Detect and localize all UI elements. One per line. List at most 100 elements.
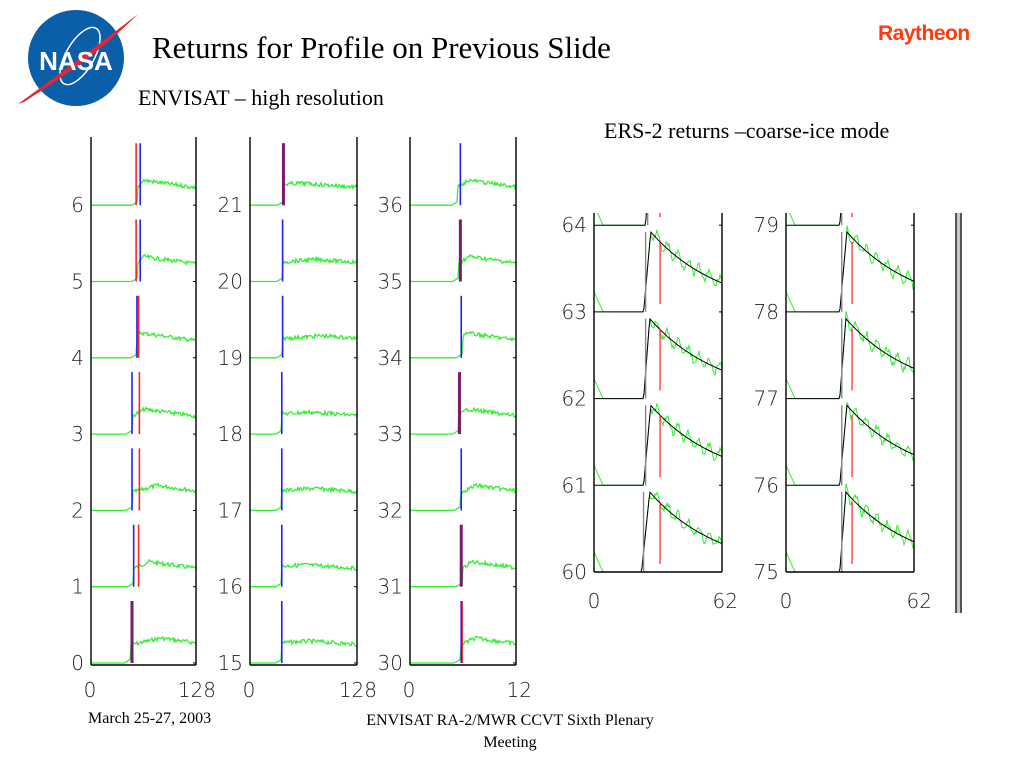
waveform-line bbox=[410, 559, 516, 588]
y-tick-label: 19 bbox=[218, 346, 243, 370]
footer-date: March 25-27, 2003 bbox=[88, 710, 212, 727]
y-tick-label: 4 bbox=[71, 346, 84, 370]
footer-meeting: ENVISAT RA-2/MWR CCVT Sixth Plenary Meet… bbox=[366, 712, 654, 751]
y-tick-label: 76 bbox=[754, 473, 779, 497]
x-tick-label: 0 bbox=[243, 678, 256, 700]
waveform-line bbox=[594, 403, 722, 486]
waveform-line bbox=[786, 401, 914, 486]
chart-panel-4: 60 61 62 63 64 0 62 bbox=[562, 213, 738, 613]
y-tick-label: 64 bbox=[562, 213, 587, 237]
x-tick-label: 0 bbox=[588, 589, 601, 613]
waveform-line bbox=[250, 255, 357, 283]
nasa-logo-text: NASA bbox=[39, 46, 113, 76]
waveform-line bbox=[410, 482, 516, 512]
y-tick-label: 75 bbox=[754, 560, 779, 584]
y-tick-label: 2 bbox=[71, 498, 84, 522]
separator-line-left bbox=[955, 213, 957, 613]
envisat-subtitle: ENVISAT – high resolution bbox=[138, 85, 384, 110]
y-tick-label: 15 bbox=[218, 651, 243, 675]
waveform-line bbox=[786, 483, 914, 572]
model-fit-line bbox=[786, 317, 914, 400]
chart-panel-3: 30 31 32 33 34 35 36 0 12 bbox=[378, 137, 532, 700]
y-tick-label: 77 bbox=[754, 387, 779, 411]
chart-panel-2: 15 16 17 18 19 20 21 0 128 bbox=[218, 137, 377, 700]
y-tick-label: 62 bbox=[562, 387, 587, 411]
waveform-line bbox=[91, 330, 196, 359]
y-tick-label: 32 bbox=[378, 498, 403, 522]
plot-area bbox=[91, 143, 196, 664]
y-tick-label: 60 bbox=[562, 560, 587, 584]
waveform-line bbox=[91, 406, 196, 435]
model-fit-line bbox=[594, 404, 722, 486]
waveform-line bbox=[91, 482, 196, 512]
waveform-line bbox=[91, 253, 196, 283]
y-tick-label: 61 bbox=[562, 473, 587, 497]
model-fit-line bbox=[786, 490, 914, 572]
y-tick-label: 16 bbox=[218, 575, 243, 599]
model-fit-line bbox=[594, 491, 722, 572]
plot-area bbox=[250, 143, 357, 664]
raytheon-logo: Raytheon bbox=[878, 22, 970, 45]
x-tick-label: 0 bbox=[84, 678, 97, 700]
waveform-line bbox=[91, 178, 196, 206]
y-tick-label: 30 bbox=[378, 651, 403, 675]
model-fit-line bbox=[594, 213, 647, 226]
y-tick-label: 17 bbox=[218, 498, 243, 522]
x-tick-label: 128 bbox=[178, 678, 216, 700]
y-tick-label: 21 bbox=[218, 193, 243, 217]
y-tick-label: 6 bbox=[71, 193, 84, 217]
waveform-line bbox=[410, 406, 516, 435]
waveform-line bbox=[596, 213, 647, 226]
waveform-line bbox=[594, 491, 722, 572]
x-tick-label: 12 bbox=[507, 678, 532, 700]
y-tick-label: 79 bbox=[754, 213, 779, 237]
ers-caption: ERS-2 returns –coarse-ice mode bbox=[604, 118, 890, 143]
separator-line-mid bbox=[957, 213, 960, 613]
x-tick-label: 62 bbox=[713, 589, 738, 613]
chart-panel-1: 0 1 2 3 4 5 6 0 128 bbox=[71, 137, 216, 700]
waveform-line bbox=[250, 485, 357, 512]
separator-line-right bbox=[960, 213, 962, 613]
waveform-line bbox=[250, 408, 357, 435]
x-tick-label: 62 bbox=[907, 589, 932, 613]
waveform-line bbox=[410, 635, 516, 664]
waveform-line bbox=[410, 331, 516, 359]
y-tick-label: 78 bbox=[754, 300, 779, 324]
y-tick-label: 20 bbox=[218, 270, 243, 294]
waveform-line bbox=[410, 178, 516, 206]
waveform-line bbox=[250, 332, 357, 359]
x-tick-label: 128 bbox=[339, 678, 377, 700]
waveform-line bbox=[788, 213, 842, 226]
x-tick-label: 0 bbox=[403, 678, 416, 700]
model-fit-line bbox=[786, 213, 842, 226]
x-tick-label: 0 bbox=[780, 589, 793, 613]
y-tick-label: 1 bbox=[71, 575, 84, 599]
waveform-line bbox=[250, 561, 357, 588]
y-tick-label: 0 bbox=[71, 651, 84, 675]
plot-area bbox=[410, 143, 516, 664]
y-tick-label: 34 bbox=[378, 346, 403, 370]
model-fit-line bbox=[594, 231, 722, 313]
y-tick-label: 5 bbox=[71, 270, 84, 294]
nasa-logo-orbit bbox=[59, 26, 101, 86]
waveform-line bbox=[91, 558, 196, 588]
waveform-line bbox=[410, 253, 516, 283]
waveform-line bbox=[594, 318, 722, 400]
waveform-line bbox=[594, 228, 722, 313]
y-tick-label: 31 bbox=[378, 575, 403, 599]
nasa-logo: NASA bbox=[18, 10, 138, 106]
y-tick-label: 33 bbox=[378, 422, 403, 446]
chart-panel-5: 75 76 77 78 79 0 62 bbox=[754, 213, 932, 613]
plot-area bbox=[594, 213, 722, 572]
waveform-line bbox=[250, 638, 357, 664]
waveform-line bbox=[786, 225, 914, 313]
y-tick-label: 18 bbox=[218, 422, 243, 446]
waveform-line bbox=[91, 636, 196, 664]
y-tick-label: 36 bbox=[378, 193, 403, 217]
model-fit-line bbox=[786, 404, 914, 486]
y-tick-label: 35 bbox=[378, 270, 403, 294]
model-fit-line bbox=[786, 230, 914, 313]
y-tick-label: 63 bbox=[562, 300, 587, 324]
plot-area bbox=[786, 213, 914, 572]
